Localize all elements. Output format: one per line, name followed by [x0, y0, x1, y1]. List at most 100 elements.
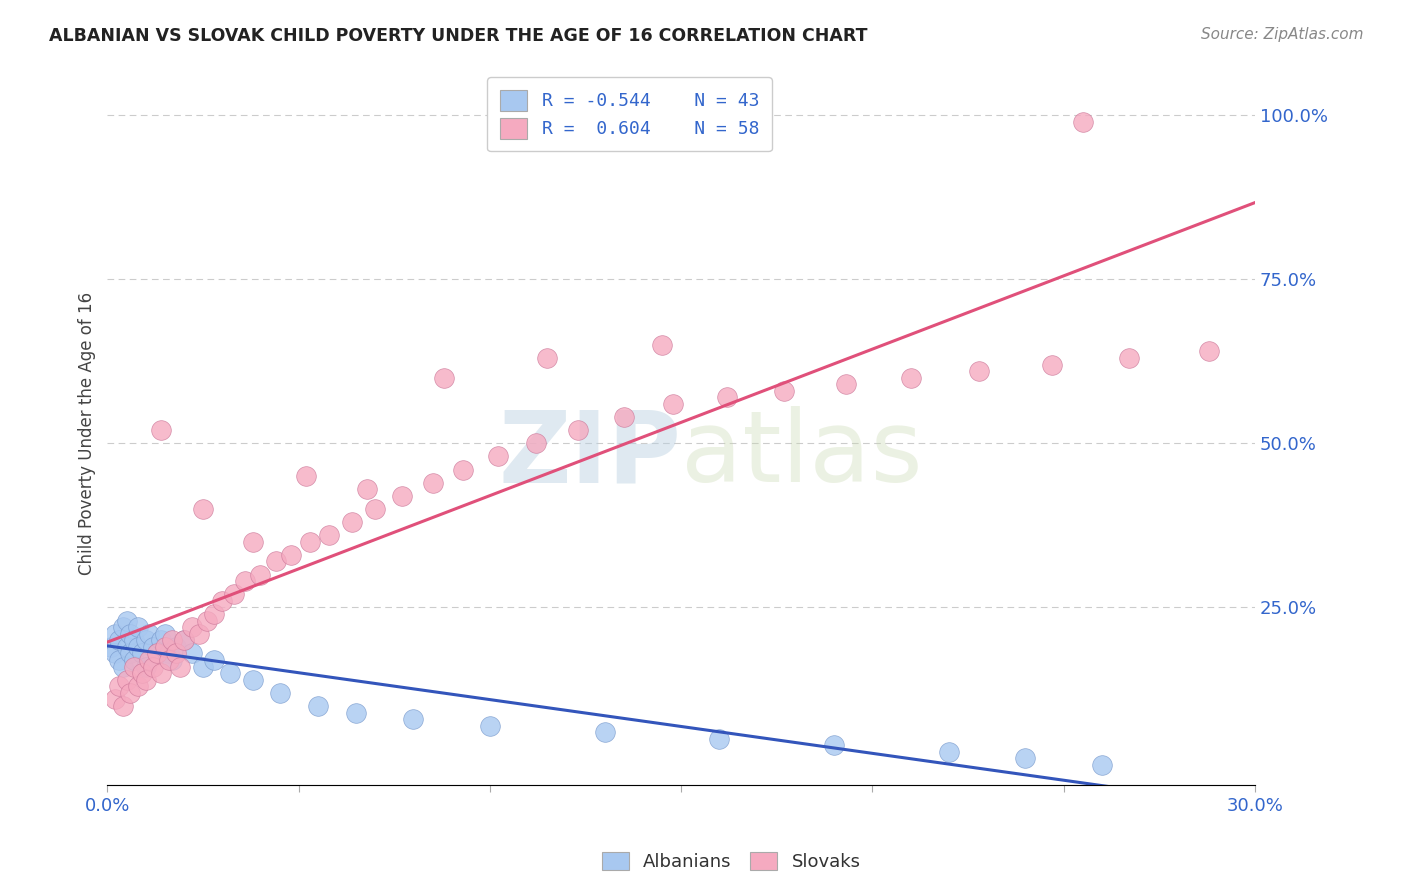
Point	[104, 626, 127, 640]
Point	[142, 640, 165, 654]
Point	[222, 587, 245, 601]
Point	[157, 653, 180, 667]
Text: ALBANIAN VS SLOVAK CHILD POVERTY UNDER THE AGE OF 16 CORRELATION CHART: ALBANIAN VS SLOVAK CHILD POVERTY UNDER T…	[49, 27, 868, 45]
Point	[716, 390, 738, 404]
Point	[1198, 344, 1220, 359]
Point	[146, 647, 169, 661]
Point	[162, 653, 184, 667]
Point	[162, 633, 184, 648]
Point	[773, 384, 796, 398]
Point	[149, 666, 172, 681]
Point	[115, 673, 138, 687]
Text: ZIP: ZIP	[498, 406, 681, 503]
Point	[969, 364, 991, 378]
Point	[191, 659, 214, 673]
Point	[307, 698, 329, 713]
Point	[709, 731, 731, 746]
Point	[340, 515, 363, 529]
Point	[567, 423, 589, 437]
Point	[111, 698, 134, 713]
Legend: R = -0.544    N = 43, R =  0.604    N = 58: R = -0.544 N = 43, R = 0.604 N = 58	[488, 77, 772, 152]
Point	[264, 554, 287, 568]
Point	[153, 640, 176, 654]
Point	[204, 607, 226, 621]
Point	[122, 633, 145, 648]
Text: Source: ZipAtlas.com: Source: ZipAtlas.com	[1201, 27, 1364, 42]
Point	[299, 534, 322, 549]
Point	[204, 653, 226, 667]
Point	[1014, 751, 1036, 765]
Point	[364, 502, 387, 516]
Point	[211, 594, 233, 608]
Point	[135, 673, 157, 687]
Point	[127, 620, 149, 634]
Point	[823, 739, 845, 753]
Legend: Albanians, Slovaks: Albanians, Slovaks	[595, 845, 868, 879]
Point	[104, 692, 127, 706]
Point	[356, 483, 378, 497]
Point	[142, 659, 165, 673]
Point	[180, 647, 202, 661]
Y-axis label: Child Poverty Under the Age of 16: Child Poverty Under the Age of 16	[79, 292, 96, 575]
Point	[433, 370, 456, 384]
Point	[104, 647, 127, 661]
Point	[422, 475, 444, 490]
Point	[834, 377, 856, 392]
Point	[1071, 114, 1094, 128]
Point	[169, 659, 191, 673]
Point	[111, 620, 134, 634]
Point	[1091, 758, 1114, 772]
Point	[165, 640, 187, 654]
Point	[115, 640, 138, 654]
Point	[280, 548, 302, 562]
Point	[173, 633, 195, 648]
Point	[900, 370, 922, 384]
Point	[1040, 358, 1063, 372]
Point	[242, 534, 264, 549]
Point	[1118, 351, 1140, 365]
Point	[249, 567, 271, 582]
Point	[651, 338, 673, 352]
Point	[115, 614, 138, 628]
Point	[344, 706, 367, 720]
Point	[318, 528, 340, 542]
Point	[295, 469, 318, 483]
Point	[138, 653, 160, 667]
Point	[165, 647, 187, 661]
Point	[108, 633, 131, 648]
Point	[131, 666, 153, 681]
Point	[242, 673, 264, 687]
Point	[153, 626, 176, 640]
Point	[269, 686, 291, 700]
Point	[195, 614, 218, 628]
Point	[451, 462, 474, 476]
Point	[402, 712, 425, 726]
Point	[127, 640, 149, 654]
Point	[593, 725, 616, 739]
Point	[157, 647, 180, 661]
Point	[938, 745, 960, 759]
Point	[149, 633, 172, 648]
Point	[149, 423, 172, 437]
Point	[146, 647, 169, 661]
Point	[135, 659, 157, 673]
Point	[108, 679, 131, 693]
Point	[135, 633, 157, 648]
Point	[120, 686, 142, 700]
Point	[191, 502, 214, 516]
Point	[120, 647, 142, 661]
Point	[108, 653, 131, 667]
Point	[131, 647, 153, 661]
Point	[122, 653, 145, 667]
Point	[486, 450, 509, 464]
Point	[662, 397, 685, 411]
Point	[536, 351, 558, 365]
Point	[218, 666, 240, 681]
Point	[120, 626, 142, 640]
Point	[100, 640, 122, 654]
Point	[180, 620, 202, 634]
Point	[613, 410, 636, 425]
Point	[478, 719, 501, 733]
Point	[111, 659, 134, 673]
Point	[188, 626, 211, 640]
